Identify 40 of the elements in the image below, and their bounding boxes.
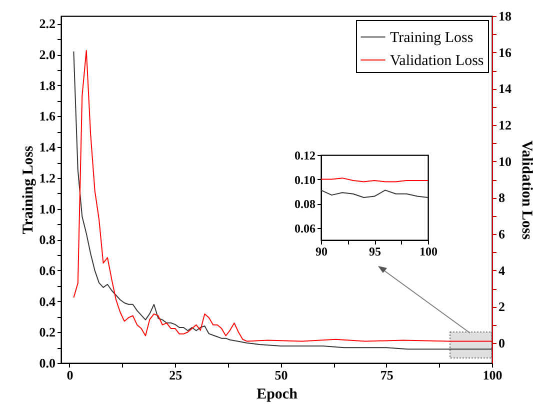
y2-tick-label: 10 [498, 154, 512, 169]
y-tick-label: 1.8 [39, 78, 56, 93]
legend-label: Validation Loss [390, 53, 484, 69]
y-tick-label: 1.0 [39, 201, 56, 216]
x-axis-title: Epoch [256, 386, 298, 402]
x-tick-label: 25 [169, 368, 183, 382]
y-tick-label: 2.0 [39, 47, 56, 62]
x-tick-label: 100 [482, 368, 502, 382]
y-tick-label: 0.6 [39, 262, 56, 278]
y2-tick-label: 18 [498, 8, 512, 24]
y2-tick-label: 12 [498, 118, 512, 133]
y2-tick-label: 8 [498, 190, 506, 206]
y-tick-label: 0.08 [294, 197, 316, 212]
y2-tick-label: 6 [498, 226, 506, 242]
y-tick-label: 0.8 [39, 232, 56, 248]
y-tick-label: 0.06 [294, 221, 316, 236]
y-tick-label: 1.4 [39, 140, 56, 155]
y2-tick-label: 0 [498, 336, 505, 351]
y-tick-label: 0.10 [294, 172, 316, 187]
y-axis-title: Training Loss [20, 146, 36, 234]
y2-tick-label: 16 [498, 44, 512, 60]
x-tick-label: 100 [420, 244, 438, 258]
x-tick-label: 75 [380, 368, 394, 382]
y2-axis-title: Validation Loss [518, 140, 533, 240]
y-tick-label: 0.2 [39, 324, 56, 340]
line-series [320, 190, 428, 198]
y-tick-label: 0.12 [294, 148, 316, 162]
y-tick-label: 1.2 [39, 170, 56, 186]
y2-tick-label: 4 [498, 262, 506, 278]
x-tick-label: 90 [316, 244, 328, 258]
legend-label: Training Loss [390, 30, 474, 46]
y-tick-label: 0.4 [39, 294, 56, 309]
y-tick-label: 2.2 [39, 16, 56, 32]
x-tick-label: 0 [66, 368, 74, 382]
x-tick-label: 95 [369, 244, 381, 258]
y-tick-label: 1.6 [39, 108, 56, 124]
y2-tick-label: 2 [498, 299, 505, 314]
x-tick-label: 50 [274, 368, 288, 382]
y-tick-label: 0.0 [39, 356, 56, 370]
y2-tick-label: 14 [498, 81, 512, 96]
